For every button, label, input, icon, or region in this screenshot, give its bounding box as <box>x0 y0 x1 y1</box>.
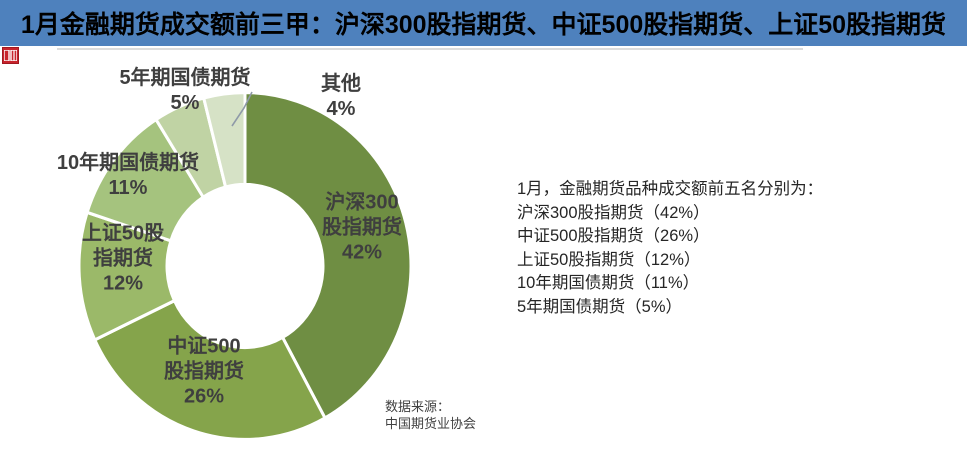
annotation-line: 上证50股指期货（12%） <box>517 250 701 269</box>
slice-label-5y-bond: 5年期国债期货 5% <box>119 67 251 114</box>
data-source-note: 数据来源： 中国期货业协会 <box>385 399 477 431</box>
donut-slice-6 <box>202 90 247 189</box>
donut-slice-1 <box>243 90 413 420</box>
donut-slice-2 <box>93 299 327 442</box>
slice-label-10y-bond: 10年期国债期货 11% <box>56 152 200 199</box>
annotation-line: 5年期国债期货（5%） <box>517 297 683 316</box>
leader-line-other <box>231 91 253 127</box>
annotation-line: 10年期国债期货（11%） <box>517 274 700 292</box>
annotation-line: 中证500股指期货（26%） <box>517 227 710 245</box>
annotation-line: 沪深300股指期货（42%） <box>517 203 710 222</box>
annotation-line: 1月，金融期货品种成交额前五名分别为： <box>517 180 824 198</box>
red-seal-logo-icon <box>2 47 19 64</box>
header-shadow-line <box>57 48 803 50</box>
slice-label-zz500: 中证500 股指期货 26% <box>164 335 244 408</box>
slice-label-other: 其他 4% <box>321 73 361 120</box>
page-title: 1月金融期货成交额前三甲：沪深300股指期货、中证500股指期货、上证50股指期… <box>20 11 947 39</box>
seal-glyph <box>4 50 17 61</box>
slice-label-hs300: 沪深300 股指期货 42% <box>322 191 402 264</box>
annotation-block: 1月，金融期货品种成交额前五名分别为： 沪深300股指期货（42%） 中证500… <box>517 178 823 319</box>
slice-label-sz50: 上证50股 指期货 12% <box>81 222 165 295</box>
header-bar: 1月金融期货成交额前三甲：沪深300股指期货、中证500股指期货、上证50股指期… <box>0 0 967 46</box>
